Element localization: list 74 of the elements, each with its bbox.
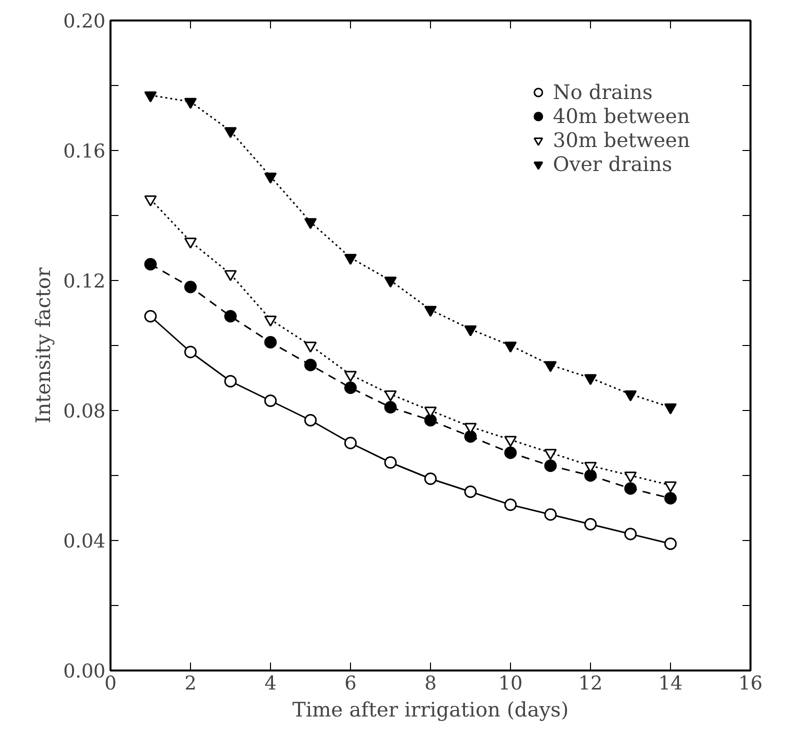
point <box>384 401 397 414</box>
point <box>184 346 197 358</box>
point <box>224 310 237 322</box>
point <box>184 98 197 109</box>
point <box>384 390 397 402</box>
point <box>184 238 197 249</box>
point <box>344 254 357 265</box>
legend-label: Over drains <box>552 152 672 176</box>
point <box>504 342 517 353</box>
point <box>344 436 357 450</box>
point <box>144 310 157 322</box>
y-tick-label: 0.16 <box>63 140 106 162</box>
point <box>544 361 557 372</box>
x-tick-label: 2 <box>184 672 197 694</box>
point <box>264 336 277 348</box>
point <box>624 528 637 540</box>
point <box>224 127 237 138</box>
point <box>664 538 677 550</box>
x-tick-label: 6 <box>344 672 357 694</box>
point <box>504 498 517 511</box>
point <box>344 382 357 394</box>
y-tick-label: 0.20 <box>63 10 106 32</box>
y-tick-label: 0.04 <box>63 530 106 552</box>
point <box>424 414 437 426</box>
point <box>504 436 517 447</box>
y-tick-label: 0.12 <box>63 270 106 292</box>
x-tick-label: 14 <box>658 672 683 694</box>
point <box>264 172 277 184</box>
point <box>584 469 597 482</box>
point <box>584 518 597 530</box>
point <box>384 276 397 288</box>
point <box>624 482 637 495</box>
point <box>464 486 477 498</box>
point <box>304 218 317 230</box>
legend-label: No drains <box>552 80 653 104</box>
point <box>544 508 557 521</box>
point <box>464 430 477 443</box>
x-tick-label: 16 <box>738 672 763 694</box>
x-axis-title: Time after irrigation (days) <box>292 698 569 722</box>
x-tick-label: 4 <box>264 672 277 694</box>
legend-label: 30m between <box>552 128 690 152</box>
point <box>664 492 677 504</box>
point <box>264 394 277 407</box>
point <box>384 456 397 469</box>
x-tick-label: 12 <box>578 672 603 694</box>
point <box>544 460 557 472</box>
point <box>264 316 277 327</box>
legend-label: 40m between <box>552 104 690 128</box>
point <box>184 280 197 294</box>
y-tick-label: 0.08 <box>63 400 106 422</box>
point <box>424 306 437 317</box>
point <box>544 448 557 460</box>
point <box>144 258 157 270</box>
point <box>144 91 157 102</box>
y-tick-label: 0.00 <box>63 660 106 682</box>
x-tick-label: 10 <box>498 672 523 694</box>
point <box>304 342 317 353</box>
x-tick-label: 8 <box>424 672 437 694</box>
point <box>664 481 677 492</box>
point <box>464 325 477 336</box>
point <box>584 374 597 386</box>
point <box>424 472 437 485</box>
point <box>224 375 237 388</box>
y-axis-title: Intensity factor <box>31 267 56 424</box>
x-tick-label: 0 <box>104 672 117 694</box>
point <box>664 403 677 414</box>
point <box>304 414 317 426</box>
point <box>224 270 237 282</box>
point <box>304 358 317 372</box>
point <box>624 472 637 483</box>
point <box>344 370 357 382</box>
point <box>144 195 157 206</box>
point <box>624 390 637 402</box>
point <box>504 446 517 459</box>
